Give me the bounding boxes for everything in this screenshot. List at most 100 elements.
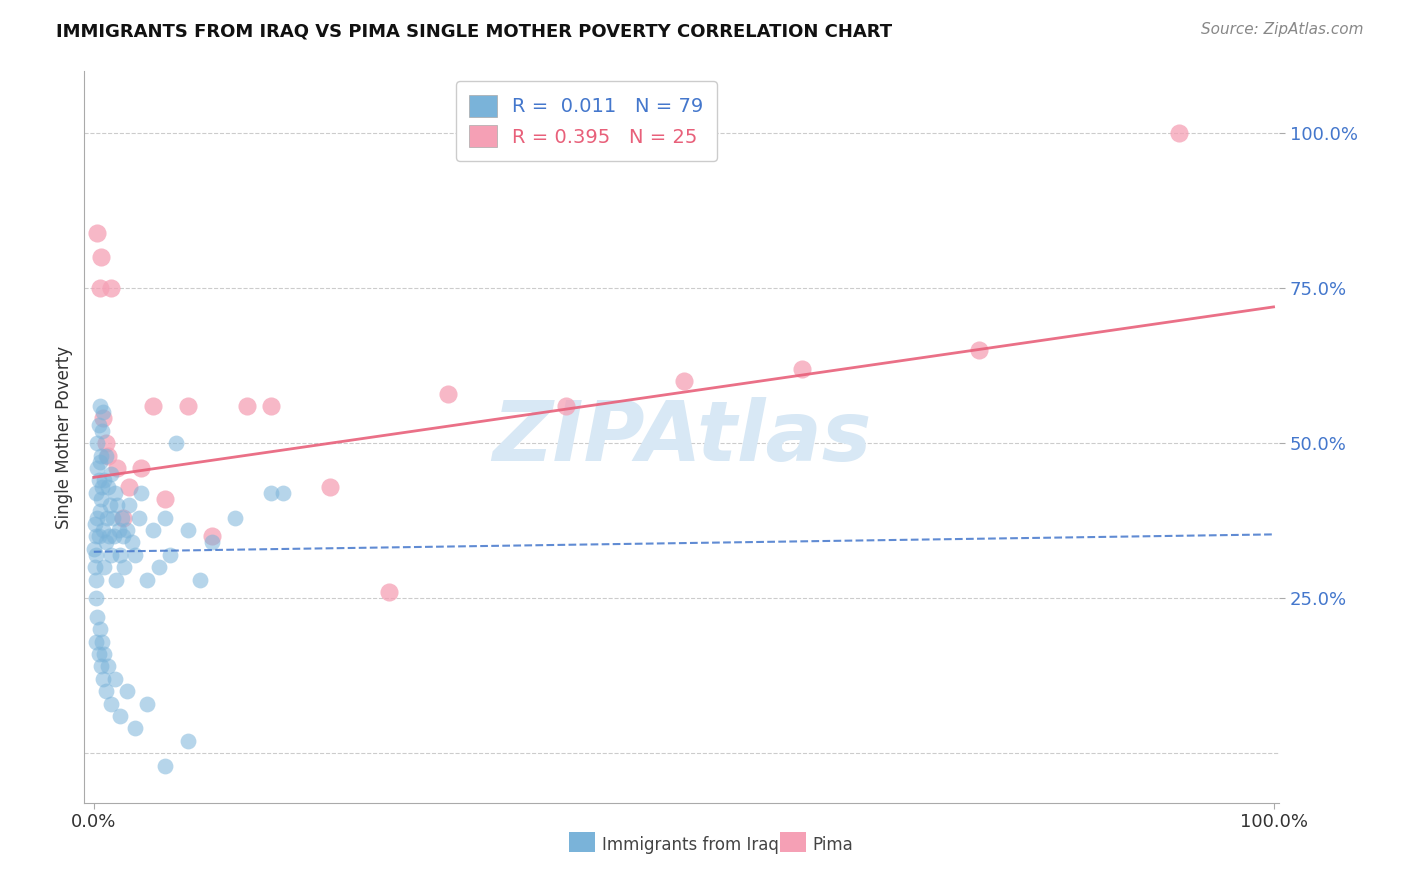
Point — [100, 697, 122, 711]
Point — [100, 467, 122, 482]
Point — [91, 424, 114, 438]
Point — [790, 362, 813, 376]
Point — [554, 399, 576, 413]
Point — [87, 529, 110, 543]
Point — [224, 510, 246, 524]
Point — [93, 560, 115, 574]
Point — [84, 591, 107, 606]
Point — [83, 541, 105, 556]
Point — [112, 529, 135, 543]
Point — [129, 461, 152, 475]
Point — [90, 449, 112, 463]
Point — [177, 523, 200, 537]
Point — [319, 480, 342, 494]
Point — [148, 560, 170, 574]
Point — [201, 529, 224, 543]
Point — [105, 461, 128, 475]
Point — [91, 411, 114, 425]
Point — [94, 535, 117, 549]
Point — [108, 709, 131, 723]
Point — [159, 548, 181, 562]
Point — [260, 486, 283, 500]
Point — [87, 474, 110, 488]
Point — [84, 560, 107, 574]
Point — [96, 510, 118, 524]
Point — [84, 548, 107, 562]
Point — [84, 634, 107, 648]
Point — [98, 529, 121, 543]
Point — [86, 436, 108, 450]
Point — [104, 486, 127, 500]
Point — [91, 480, 114, 494]
Point — [153, 758, 176, 772]
Point — [153, 491, 176, 506]
Point — [115, 523, 138, 537]
Point — [90, 250, 112, 264]
Point — [103, 529, 125, 543]
Text: Pima: Pima — [813, 836, 853, 854]
Point — [101, 510, 124, 524]
Point — [91, 634, 114, 648]
Point — [89, 504, 111, 518]
Point — [84, 573, 107, 587]
Point — [121, 535, 143, 549]
Point — [97, 449, 120, 463]
Point — [94, 449, 117, 463]
Point — [112, 510, 135, 524]
Point — [105, 498, 128, 512]
Text: Immigrants from Iraq: Immigrants from Iraq — [602, 836, 779, 854]
Point — [124, 548, 146, 562]
Point — [114, 560, 136, 574]
Point — [89, 399, 111, 413]
Point — [672, 374, 695, 388]
Point — [188, 573, 211, 587]
Point — [108, 548, 131, 562]
Point — [377, 585, 399, 599]
Point — [124, 722, 146, 736]
Point — [118, 498, 141, 512]
Point — [93, 474, 115, 488]
Point — [177, 399, 200, 413]
Point — [86, 461, 108, 475]
Point — [260, 399, 283, 413]
Text: Source: ZipAtlas.com: Source: ZipAtlas.com — [1201, 22, 1364, 37]
Point — [236, 399, 259, 413]
Point — [97, 480, 120, 494]
Point — [98, 498, 121, 512]
Point — [87, 647, 110, 661]
Legend: R =  0.011   N = 79, R = 0.395   N = 25: R = 0.011 N = 79, R = 0.395 N = 25 — [456, 81, 717, 161]
Point — [105, 573, 128, 587]
Point — [100, 281, 122, 295]
Point — [177, 734, 200, 748]
Point — [89, 622, 111, 636]
Point — [271, 486, 294, 500]
Text: IMMIGRANTS FROM IRAQ VS PIMA SINGLE MOTHER POVERTY CORRELATION CHART: IMMIGRANTS FROM IRAQ VS PIMA SINGLE MOTH… — [56, 22, 893, 40]
Point — [1168, 126, 1191, 140]
Point — [94, 684, 117, 698]
Point — [89, 281, 111, 295]
Point — [90, 659, 112, 673]
Point — [153, 510, 176, 524]
Point — [84, 486, 107, 500]
Point — [91, 405, 114, 419]
Point — [165, 436, 187, 450]
Point — [142, 523, 165, 537]
Point — [97, 659, 120, 673]
Point — [967, 343, 990, 358]
Point — [115, 684, 138, 698]
Point — [86, 226, 108, 240]
Y-axis label: Single Mother Poverty: Single Mother Poverty — [55, 345, 73, 529]
Point — [118, 480, 141, 494]
Text: ZIPAtlas: ZIPAtlas — [492, 397, 872, 477]
Point — [129, 486, 152, 500]
Point — [87, 417, 110, 432]
Point — [91, 523, 114, 537]
Point — [86, 510, 108, 524]
Point — [89, 455, 111, 469]
Point — [90, 491, 112, 506]
Point — [84, 516, 107, 531]
Point — [436, 386, 458, 401]
Point — [104, 672, 127, 686]
Point — [142, 399, 165, 413]
Point — [84, 529, 107, 543]
